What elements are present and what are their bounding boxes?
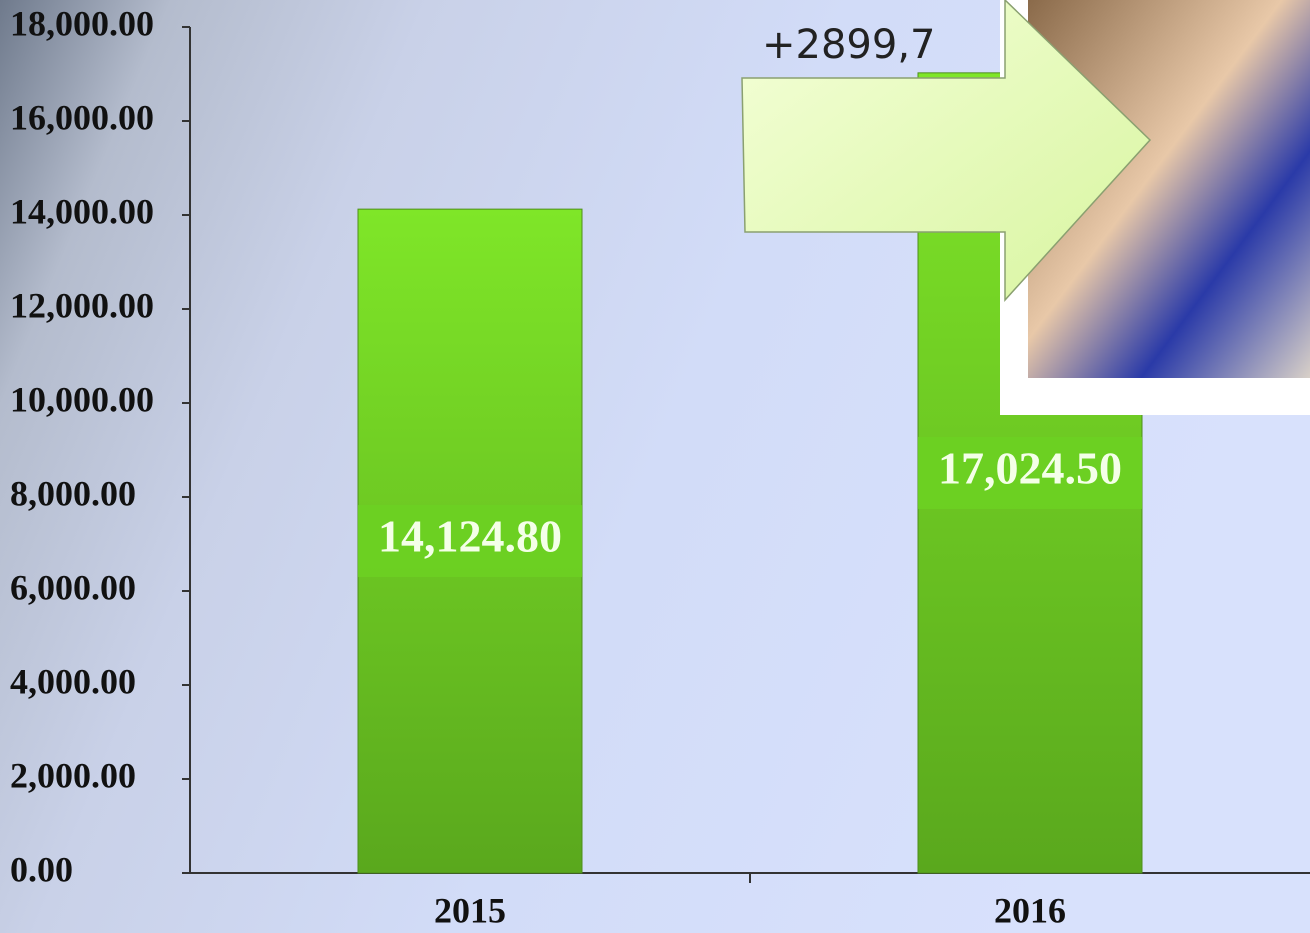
y-tick-label: 8,000.00 xyxy=(10,473,136,513)
value-label-box xyxy=(918,436,1142,509)
value-label: 14,124.80 xyxy=(378,511,562,562)
y-tick-label: 6,000.00 xyxy=(10,567,136,607)
y-tick-label: 12,000.00 xyxy=(10,285,154,325)
y-tick-label: 2,000.00 xyxy=(10,755,136,795)
annotation: +2899,7 xyxy=(762,22,935,68)
y-tick-label: 0.00 xyxy=(10,849,73,889)
y-tick-label: 4,000.00 xyxy=(10,661,136,701)
y-tick-label: 10,000.00 xyxy=(10,379,154,419)
x-tick-label: 2015 xyxy=(434,890,506,930)
plot: 0.00 2,000.00 4,000.00 6,000.00 8,000.00 10,0… xyxy=(10,3,1310,930)
y-tick-label: 16,000.00 xyxy=(10,97,154,137)
arrow xyxy=(741,0,1152,302)
y-tick-label: 18,000.00 xyxy=(10,3,154,43)
value-label: 17,024.50 xyxy=(938,442,1122,493)
value-label-box xyxy=(358,505,582,578)
y-tick-label: 14,000.00 xyxy=(10,191,154,231)
x-tick-label: 2016 xyxy=(994,890,1066,930)
